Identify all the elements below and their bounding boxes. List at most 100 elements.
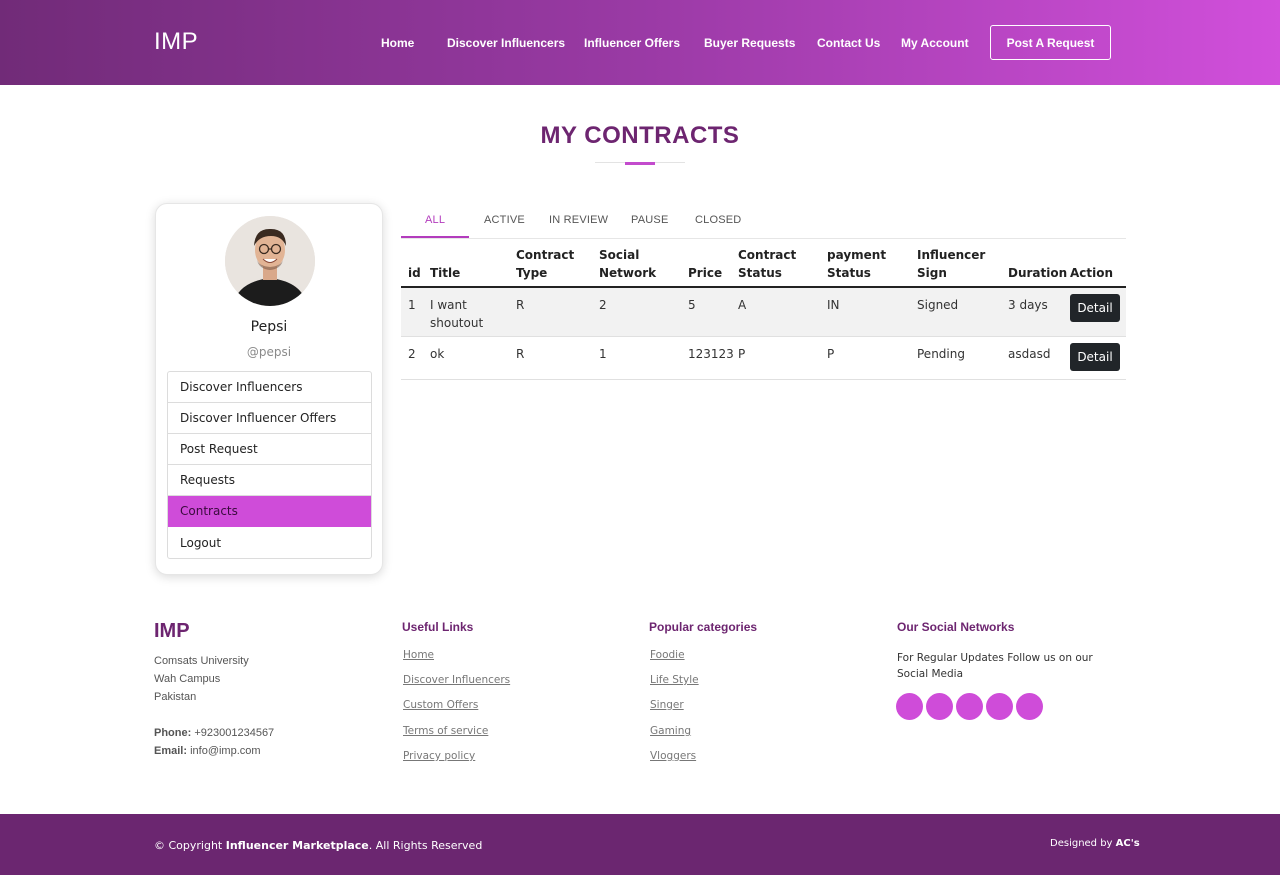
useful-links-title: Useful Links xyxy=(402,620,474,634)
popular-categories-title: Popular categories xyxy=(649,620,758,634)
category-link-lifestyle[interactable]: Life Style xyxy=(650,674,699,686)
menu-item-post-request[interactable]: Post Request xyxy=(168,434,371,465)
th-duration: Duration xyxy=(1008,266,1068,280)
cell-social-network: 2 xyxy=(599,298,607,312)
address-line: Comsats University xyxy=(154,655,249,667)
th-influencer-sign: Influencer Sign xyxy=(917,248,986,280)
page-title: MY CONTRACTS xyxy=(540,122,740,149)
tab-active[interactable]: ACTIVE xyxy=(484,214,525,226)
tab-pause[interactable]: PAUSE xyxy=(631,214,669,226)
detail-button[interactable]: Detail xyxy=(1070,343,1120,371)
cell-payment-status: P xyxy=(827,347,835,361)
post-request-button[interactable]: Post A Request xyxy=(990,25,1111,60)
copyright-text: © Copyright Influencer Marketplace. All … xyxy=(154,839,482,852)
avatar xyxy=(225,216,315,306)
table-row: 2 ok R 1 123123 P P Pending asdasd Detai… xyxy=(401,337,1126,380)
category-link-gaming[interactable]: Gaming xyxy=(650,725,692,737)
profile-name: Pepsi xyxy=(250,319,288,335)
cell-contract-type: R xyxy=(516,347,525,361)
footer-link-home[interactable]: Home xyxy=(403,649,435,661)
social-icon-3[interactable] xyxy=(956,693,983,720)
cell-duration: 3 days xyxy=(1008,298,1048,312)
footer-contact: Phone: +923001234567 Email: info@imp.com xyxy=(154,724,274,760)
phone-label: Phone: xyxy=(154,727,192,739)
copyright-suffix: . All Rights Reserved xyxy=(368,839,483,852)
th-contract-type: Contract Type xyxy=(516,248,575,280)
th-payment-status: payment Status xyxy=(827,248,887,280)
nav-contact-us[interactable]: Contact Us xyxy=(817,36,881,50)
social-icon-4[interactable] xyxy=(986,693,1013,720)
cell-duration: asdasd xyxy=(1008,347,1051,361)
nav-my-account[interactable]: My Account xyxy=(901,36,969,50)
th-social-network: Social Network xyxy=(599,248,657,280)
contract-tabs: ALL ACTIVE IN REVIEW PAUSE CLOSED xyxy=(401,212,1126,239)
menu-item-requests[interactable]: Requests xyxy=(168,465,371,496)
category-link-foodie[interactable]: Foodie xyxy=(650,649,685,661)
footer-link-discover-influencers[interactable]: Discover Influencers xyxy=(403,674,511,686)
email-value: info@imp.com xyxy=(190,745,261,757)
nav-buyer-requests[interactable]: Buyer Requests xyxy=(704,36,796,50)
detail-button[interactable]: Detail xyxy=(1070,294,1120,322)
contracts-table: id Title Contract Type Social Network Pr… xyxy=(401,244,1126,380)
email-label: Email: xyxy=(154,745,188,757)
cell-influencer-sign: Pending xyxy=(917,347,965,361)
th-title: Title xyxy=(430,266,461,280)
phone-value: +923001234567 xyxy=(194,727,275,739)
active-tab-indicator xyxy=(401,236,469,238)
copyright-brand: Influencer Marketplace xyxy=(225,839,369,852)
cell-influencer-sign: Signed xyxy=(917,298,959,312)
cell-title: I want shoutout xyxy=(430,298,484,330)
footer-link-privacy[interactable]: Privacy policy xyxy=(403,750,476,762)
footer-address: Comsats University Wah Campus Pakistan xyxy=(154,652,249,706)
site-logo[interactable]: IMP xyxy=(154,28,199,55)
cell-price: 5 xyxy=(688,298,696,312)
th-price: Price xyxy=(688,266,723,280)
table-header: id Title Contract Type Social Network Pr… xyxy=(401,244,1126,288)
th-id: id xyxy=(408,266,421,280)
designed-by-text: Designed by AC's xyxy=(1050,838,1140,849)
tab-all[interactable]: ALL xyxy=(425,214,446,226)
copyright-prefix: © Copyright xyxy=(154,839,223,852)
designed-by: AC's xyxy=(1115,838,1140,849)
profile-card: Pepsi @pepsi Discover Influencers Discov… xyxy=(155,203,383,575)
nav-home[interactable]: Home xyxy=(381,36,415,50)
cell-payment-status: IN xyxy=(827,298,840,312)
cell-title: ok xyxy=(430,347,445,361)
profile-handle: @pepsi xyxy=(246,345,292,359)
tab-in-review[interactable]: IN REVIEW xyxy=(549,214,609,226)
cell-social-network: 1 xyxy=(599,347,607,361)
social-icon-2[interactable] xyxy=(926,693,953,720)
social-icon-1[interactable] xyxy=(896,693,923,720)
footer-link-terms[interactable]: Terms of service xyxy=(403,725,489,737)
nav-discover-influencers[interactable]: Discover Influencers xyxy=(447,36,566,50)
title-divider-accent xyxy=(625,162,655,165)
social-networks-title: Our Social Networks xyxy=(897,620,1015,634)
cell-contract-type: R xyxy=(516,298,525,312)
address-line: Pakistan xyxy=(154,691,197,703)
footer-logo: IMP xyxy=(154,620,190,642)
category-link-vloggers[interactable]: Vloggers xyxy=(650,750,697,762)
menu-item-discover-influencers[interactable]: Discover Influencers xyxy=(168,372,371,403)
footer-bottom-bar xyxy=(0,814,1280,875)
table-row: 1 I want shoutout R 2 5 A IN Signed 3 da… xyxy=(401,288,1126,337)
category-link-singer[interactable]: Singer xyxy=(650,699,684,711)
footer-link-custom-offers[interactable]: Custom Offers xyxy=(403,699,479,711)
cell-id: 1 xyxy=(408,298,416,312)
site-header: IMP Home Discover Influencers Influencer… xyxy=(0,0,1280,85)
social-icon-5[interactable] xyxy=(1016,693,1043,720)
address-line: Wah Campus xyxy=(154,673,221,685)
th-contract-status: Contract Status xyxy=(738,248,797,280)
social-text: For Regular Updates Follow us on our Soc… xyxy=(897,652,1093,680)
cell-contract-status: P xyxy=(738,347,746,361)
tab-closed[interactable]: CLOSED xyxy=(695,214,742,226)
menu-item-discover-influencer-offers[interactable]: Discover Influencer Offers xyxy=(168,403,371,434)
cell-id: 2 xyxy=(408,347,416,361)
menu-item-contracts[interactable]: Contracts xyxy=(168,496,371,527)
menu-item-logout[interactable]: Logout xyxy=(180,535,222,550)
cell-contract-status: A xyxy=(738,298,747,312)
th-action: Action xyxy=(1070,266,1114,280)
designed-prefix: Designed by xyxy=(1050,838,1113,849)
cell-price: 123123 xyxy=(688,347,734,361)
nav-influencer-offers[interactable]: Influencer Offers xyxy=(584,36,681,50)
profile-menu: Discover Influencers Discover Influencer… xyxy=(167,371,372,559)
